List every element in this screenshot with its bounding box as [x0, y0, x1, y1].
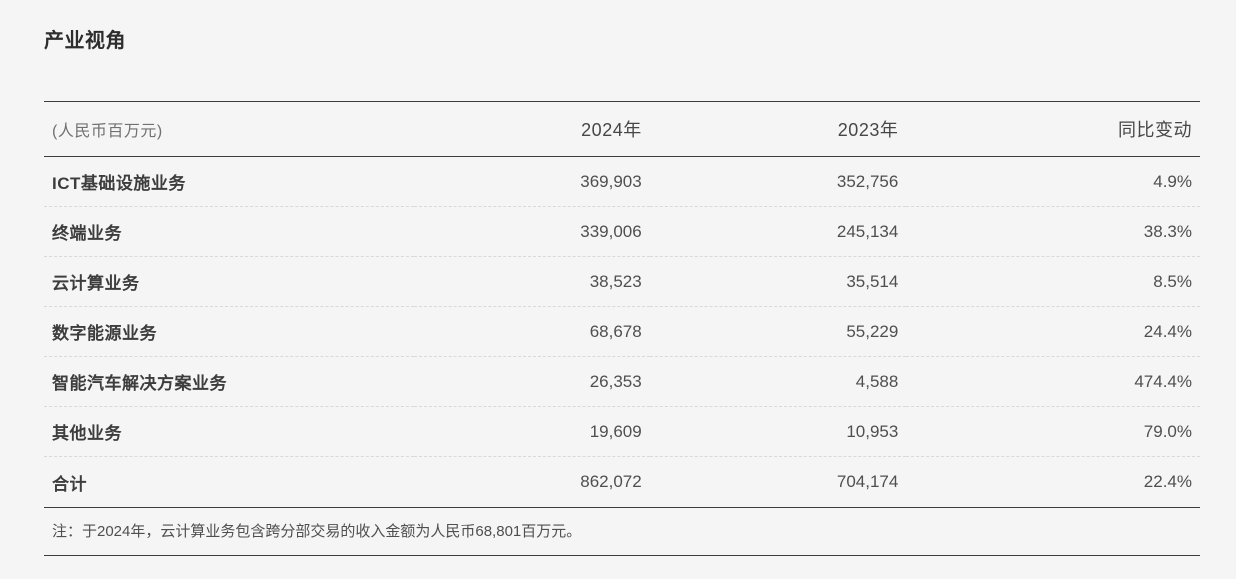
value-yoy: 79.0% [906, 406, 1200, 457]
total-yoy: 22.4% [906, 456, 1200, 508]
column-header-2023: 2023年 [649, 101, 907, 157]
segment-label: 智能汽车解决方案业务 [44, 356, 414, 407]
total-label: 合计 [44, 456, 414, 508]
segment-label: 数字能源业务 [44, 306, 414, 357]
segment-label: 终端业务 [44, 206, 414, 257]
business-segment-table: (人民币百万元) 2024年 2023年 同比变动 ICT基础设施业务 369,… [44, 101, 1200, 508]
value-2024: 19,609 [413, 406, 650, 457]
value-yoy: 38.3% [906, 206, 1200, 257]
value-yoy: 474.4% [906, 356, 1200, 407]
value-yoy: 8.5% [906, 256, 1200, 307]
value-2023: 245,134 [649, 206, 907, 257]
total-2024: 862,072 [413, 456, 650, 508]
value-yoy: 24.4% [906, 306, 1200, 357]
table-row: 智能汽车解决方案业务 26,353 4,588 474.4% [44, 356, 1200, 407]
value-2023: 55,229 [649, 306, 907, 357]
value-2024: 26,353 [413, 356, 650, 407]
page-title: 产业视角 [44, 30, 126, 52]
table-header-row: (人民币百万元) 2024年 2023年 同比变动 [44, 101, 1200, 157]
value-2024: 339,006 [413, 206, 650, 257]
footnote: 注：于2024年，云计算业务包含跨分部交易的收入金额为人民币68,801百万元。 [44, 508, 1200, 556]
value-yoy: 4.9% [906, 156, 1200, 207]
value-2023: 4,588 [649, 356, 907, 407]
total-2023: 704,174 [649, 456, 907, 508]
value-2024: 369,903 [413, 156, 650, 207]
segment-label: 云计算业务 [44, 256, 414, 307]
column-header-2024: 2024年 [413, 101, 650, 157]
column-header-yoy: 同比变动 [906, 101, 1200, 157]
table-row: ICT基础设施业务 369,903 352,756 4.9% [44, 156, 1200, 207]
segment-label: 其他业务 [44, 406, 414, 457]
table-row: 其他业务 19,609 10,953 79.0% [44, 406, 1200, 457]
table-row: 云计算业务 38,523 35,514 8.5% [44, 256, 1200, 307]
value-2023: 35,514 [649, 256, 907, 307]
report-section: 产业视角 (人民币百万元) 2024年 2023年 同比变动 ICT基础设施业务… [44, 30, 1200, 556]
table-row: 终端业务 339,006 245,134 38.3% [44, 206, 1200, 257]
value-2023: 10,953 [649, 406, 907, 457]
column-header-unit: (人民币百万元) [44, 101, 414, 157]
value-2024: 38,523 [413, 256, 650, 307]
segment-label: ICT基础设施业务 [44, 156, 414, 207]
table-total-row: 合计 862,072 704,174 22.4% [44, 456, 1200, 508]
value-2023: 352,756 [649, 156, 907, 207]
value-2024: 68,678 [413, 306, 650, 357]
table-row: 数字能源业务 68,678 55,229 24.4% [44, 306, 1200, 357]
